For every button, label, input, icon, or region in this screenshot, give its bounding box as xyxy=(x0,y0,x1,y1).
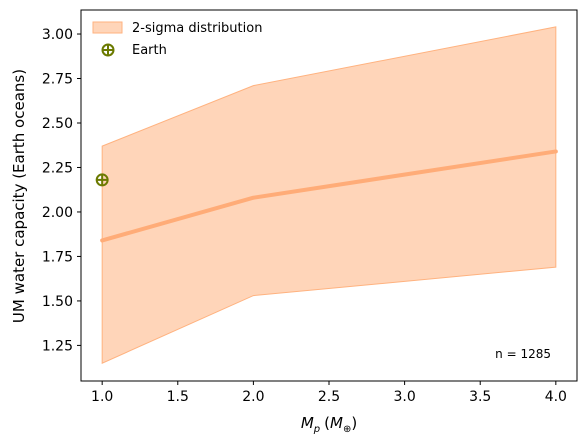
legend-earth-label: Earth xyxy=(132,43,167,58)
legend-band-label: 2-sigma distribution xyxy=(132,21,262,36)
x-tick-label: 3.5 xyxy=(469,389,491,405)
earth-marker xyxy=(95,173,109,187)
x-axis-ticks: 1.0 1.5 2.0 2.5 3.0 3.5 4.0 xyxy=(91,381,567,405)
y-tick-label: 1.50 xyxy=(42,294,73,310)
x-tick-label: 2.5 xyxy=(318,389,340,405)
x-axis-label: Mp (M⊕) xyxy=(301,414,357,435)
y-tick-label: 3.00 xyxy=(42,27,73,43)
y-axis-ticks: 1.25 1.50 1.75 2.00 2.25 2.50 2.75 3.00 xyxy=(42,27,81,354)
x-tick-label: 1.5 xyxy=(167,389,189,405)
x-axis-label-open-paren: ( xyxy=(324,414,330,432)
median-line xyxy=(100,149,558,243)
x-tick-label: 4.0 xyxy=(545,389,567,405)
x-tick-label: 1.0 xyxy=(91,389,113,405)
legend-band-swatch xyxy=(92,21,123,34)
y-tick-label: 2.25 xyxy=(42,160,73,176)
plot-content xyxy=(95,26,558,364)
y-tick-label: 2.00 xyxy=(42,205,73,221)
legend: 2-sigma distribution Earth xyxy=(92,21,262,58)
x-axis-label-close-paren: ) xyxy=(351,414,357,432)
y-tick-label: 2.50 xyxy=(42,116,73,132)
legend-earth-marker xyxy=(101,43,115,57)
y-tick-label: 1.25 xyxy=(42,338,73,354)
x-axis-label-unit-sub: ⊕ xyxy=(343,424,351,435)
two-sigma-band xyxy=(101,26,557,364)
x-axis-label-sub: p xyxy=(313,424,320,435)
legend-earth-symbol-icon xyxy=(102,44,114,56)
x-axis-label-unit: M xyxy=(330,414,343,432)
earth-symbol-icon xyxy=(96,174,108,186)
y-tick-label: 1.75 xyxy=(42,249,73,265)
x-axis-label-main: M xyxy=(301,414,314,432)
x-tick-label: 3.0 xyxy=(393,389,415,405)
y-axis-label: UM water capacity (Earth oceans) xyxy=(10,69,28,323)
sample-count-annotation: n = 1285 xyxy=(495,347,551,361)
x-tick-label: 2.0 xyxy=(242,389,264,405)
y-tick-label: 2.75 xyxy=(42,72,73,88)
